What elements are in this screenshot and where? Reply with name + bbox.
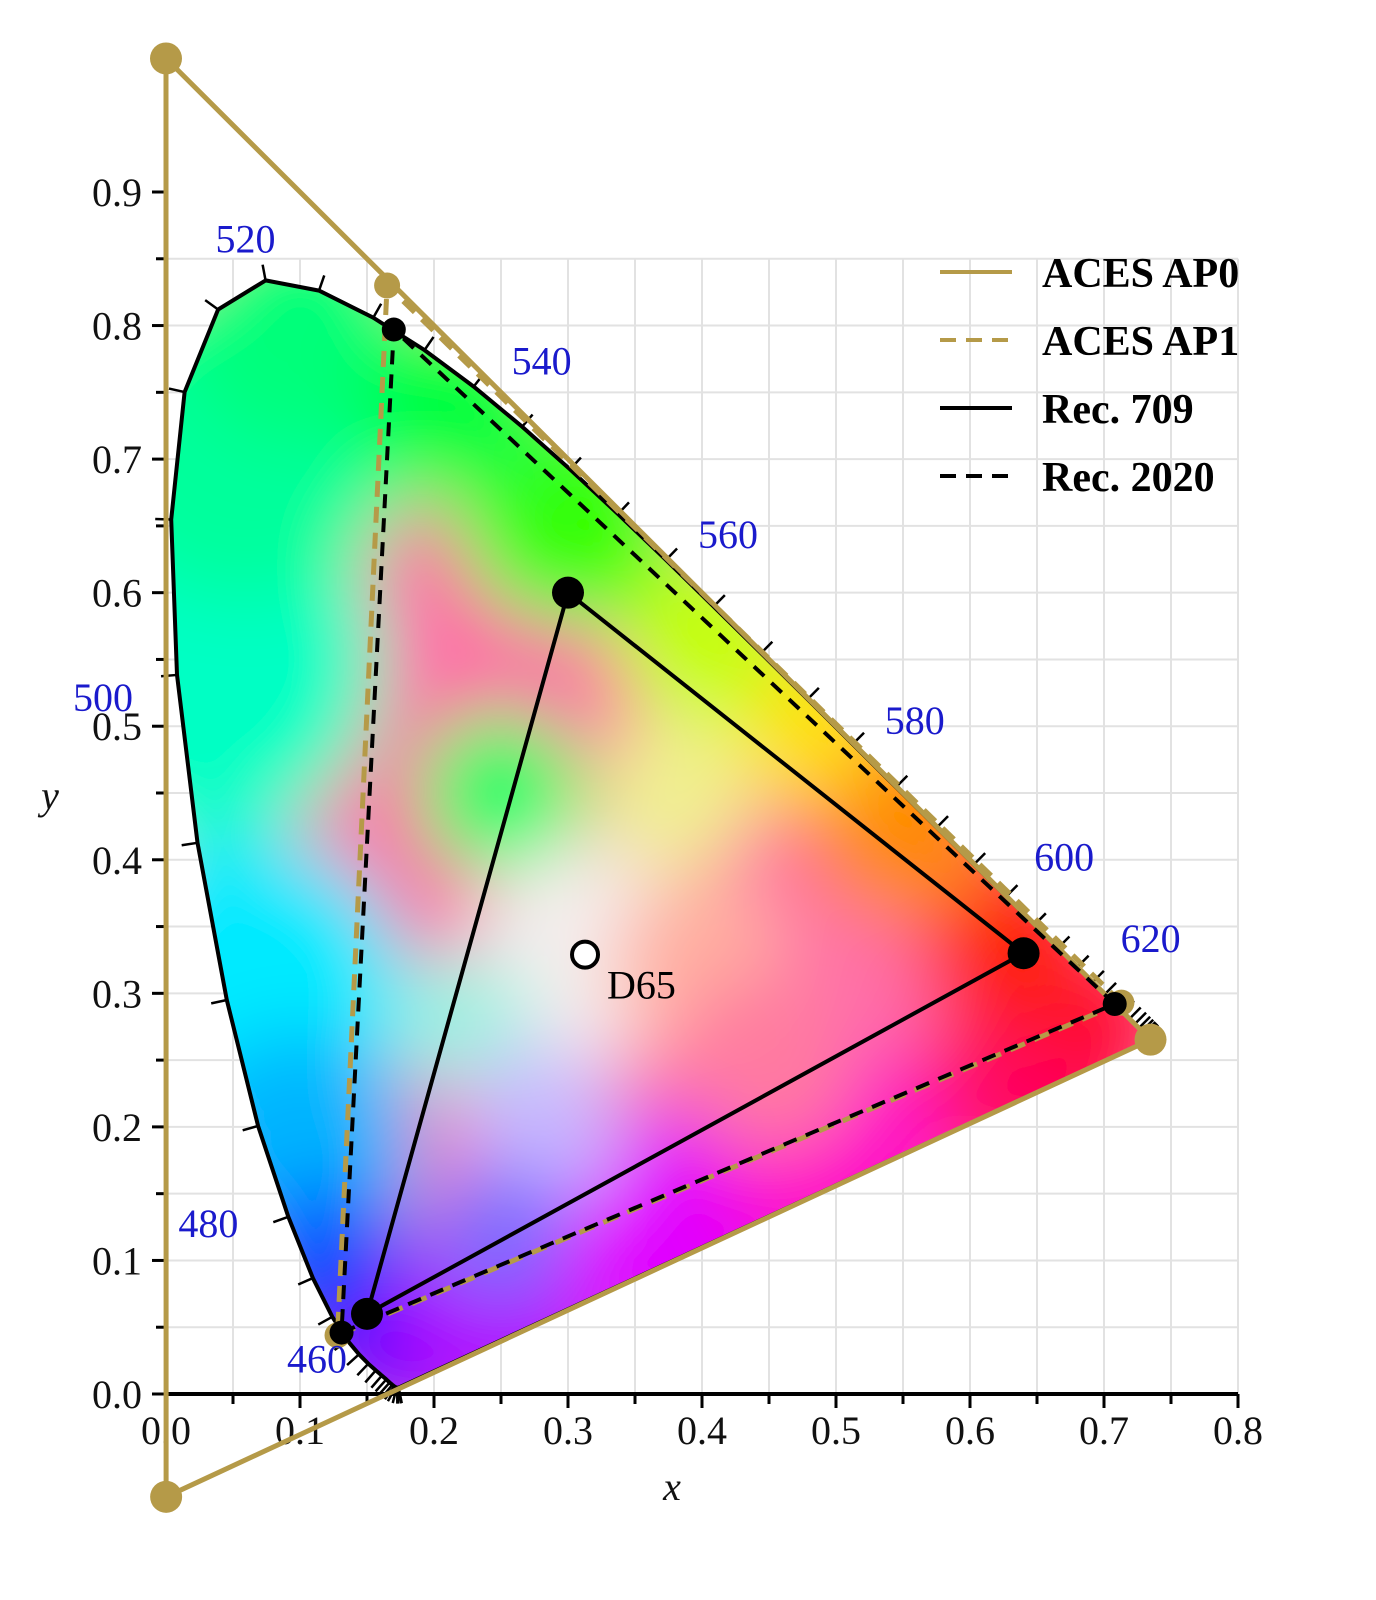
wavelength-tick [317, 275, 326, 291]
wavelength-tick [1128, 1006, 1142, 1020]
wavelength-label: 520 [216, 216, 276, 261]
x-tick-label: 0.5 [811, 1408, 861, 1453]
y-tick-label: 0.9 [92, 170, 142, 215]
y-tick-label: 0.5 [92, 704, 142, 749]
primary-marker [150, 42, 182, 75]
wavelength-tick [1137, 1015, 1152, 1029]
x-tick-label: 0.4 [677, 1408, 727, 1453]
wavelength-label: 580 [885, 698, 945, 743]
x-tick-label: 0.1 [275, 1408, 325, 1453]
primary-marker [1007, 937, 1040, 970]
wavelength-tick [372, 303, 383, 319]
primary-marker [381, 317, 406, 342]
primary-marker [1134, 1023, 1167, 1056]
wavelength-tick [374, 1378, 388, 1393]
y-tick-label: 0.7 [92, 437, 142, 482]
fill-spot [421, 713, 581, 873]
white-point-label: D65 [607, 963, 676, 1008]
wavelength-label: 620 [1121, 916, 1181, 961]
labels: 460 480 500 520 540 560 580 600 620 D65 [73, 216, 1181, 1381]
gamut-triangles [150, 42, 1167, 1513]
wavelength-tick [210, 998, 228, 1005]
legend-label: Rec. 2020 [1042, 455, 1215, 501]
wavelength-tick [370, 1374, 383, 1389]
legend-label: ACES AP0 [1042, 251, 1239, 297]
y-tick-label: 0.0 [92, 1372, 142, 1417]
wavelength-tick [168, 387, 185, 394]
wavelength-label: 500 [73, 675, 133, 720]
wavelength-tick [423, 336, 435, 351]
y-tick-label: 0.6 [92, 571, 142, 616]
x-tick-label: 0.3 [543, 1408, 593, 1453]
primary-marker [552, 576, 584, 609]
y-tick-label: 0.1 [92, 1238, 142, 1283]
x-tick-label: 0.8 [1213, 1408, 1263, 1453]
wavelength-label: 600 [1034, 835, 1094, 880]
wavelength-tick [364, 1369, 377, 1384]
y-tick-label: 0.2 [92, 1105, 142, 1150]
wavelength-tick [181, 841, 198, 847]
primary-marker [351, 1297, 383, 1330]
wavelength-tick [356, 1362, 370, 1377]
y-tick-label: 0.3 [92, 971, 142, 1016]
gamut-aces-ap0 [163, 55, 1153, 1500]
fill-spot [595, 713, 756, 873]
wavelength-tick [378, 1381, 391, 1396]
wavelength-tick [297, 1276, 314, 1286]
wavelength-tick [317, 1315, 333, 1326]
wavelength-tick [204, 299, 219, 311]
x-tick-label: 0.2 [409, 1408, 459, 1453]
wavelength-tick [346, 1353, 360, 1366]
fill-spot [679, 970, 859, 1151]
y-tick-label: 0.4 [92, 838, 142, 883]
wavelength-label: 480 [178, 1201, 238, 1246]
legend-label: ACES AP1 [1042, 319, 1239, 365]
primary-marker [1102, 992, 1127, 1017]
axes: 0.0 0.1 0.2 0.3 0.4 0.5 0.6 0.7 0.80.00.10.20.30… [37, 170, 1263, 1509]
wavelength-label: 540 [512, 339, 572, 384]
wavelength-label: 460 [287, 1336, 347, 1381]
wavelength-tick [1103, 982, 1117, 996]
wavelength-tick [160, 673, 178, 678]
fill-spot [431, 1163, 571, 1304]
gamut-rec-709 [365, 590, 1026, 1316]
x-tick-label: 0.6 [945, 1408, 995, 1453]
x-axis-title: x [662, 1464, 681, 1509]
gamut-rec-2020 [339, 327, 1117, 1335]
primary-marker [329, 1320, 354, 1345]
legend: ACES AP0 ACES AP1 Rec. 709 Rec. 2020 [940, 251, 1239, 501]
wavelength-tick [1133, 1011, 1147, 1025]
fill-spot [390, 950, 531, 1091]
y-tick-label: 0.8 [92, 304, 142, 349]
wavelength-tick [272, 1215, 289, 1224]
x-tick-label: 0.7 [1079, 1408, 1129, 1453]
fill-spot [180, 280, 420, 446]
primary-marker [150, 1480, 183, 1513]
wavelength-tick [261, 264, 267, 281]
wavelength-tick [242, 1124, 259, 1132]
white-point-marker [570, 939, 601, 970]
y-axis-title: y [37, 773, 59, 818]
legend-label: Rec. 709 [1042, 387, 1194, 433]
primary-marker [374, 272, 401, 299]
wavelength-label: 560 [698, 512, 758, 557]
